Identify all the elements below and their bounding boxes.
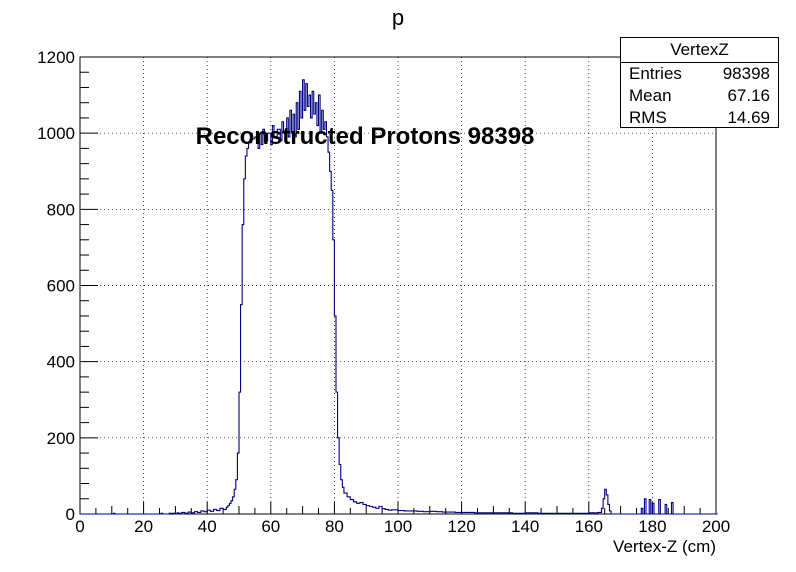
y-tick-label: 600 bbox=[47, 277, 75, 296]
x-tick-label: 200 bbox=[702, 517, 730, 536]
y-tick-label: 1000 bbox=[37, 124, 75, 143]
stats-row-rms: RMS 14.69 bbox=[621, 107, 778, 129]
y-tick-label: 400 bbox=[47, 353, 75, 372]
y-tick-label: 1200 bbox=[37, 48, 75, 67]
x-tick-label: 160 bbox=[575, 517, 603, 536]
stats-row-entries: Entries 98398 bbox=[621, 63, 778, 85]
stats-box: VertexZ Entries 98398 Mean 67.16 RMS 14.… bbox=[620, 37, 779, 128]
x-tick-label: 60 bbox=[261, 517, 280, 536]
y-tick-label: 0 bbox=[66, 505, 75, 524]
x-tick-label: 0 bbox=[75, 517, 84, 536]
y-tick-label: 800 bbox=[47, 200, 75, 219]
x-tick-label: 120 bbox=[447, 517, 475, 536]
stats-rms-value: 14.69 bbox=[727, 108, 770, 127]
stats-mean-label: Mean bbox=[629, 86, 672, 105]
stats-title: VertexZ bbox=[621, 38, 778, 63]
stats-entries-label: Entries bbox=[629, 64, 682, 83]
histogram-series-line bbox=[80, 79, 718, 515]
x-tick-label: 20 bbox=[134, 517, 153, 536]
x-axis-label: Vertex-Z (cm) bbox=[613, 537, 716, 556]
annotation-text: Reconstructed Protons 98398 bbox=[196, 123, 535, 150]
stats-entries-value: 98398 bbox=[722, 64, 770, 83]
x-tick-label: 100 bbox=[384, 517, 412, 536]
x-tick-label: 40 bbox=[198, 517, 217, 536]
stats-rms-label: RMS bbox=[629, 108, 667, 127]
chart-title: p bbox=[392, 5, 404, 30]
stats-row-mean: Mean 67.16 bbox=[621, 85, 778, 107]
y-tick-label: 200 bbox=[47, 429, 75, 448]
x-tick-label: 140 bbox=[511, 517, 539, 536]
x-tick-label: 80 bbox=[325, 517, 344, 536]
stats-mean-value: 67.16 bbox=[727, 86, 770, 105]
x-tick-label: 180 bbox=[638, 517, 666, 536]
